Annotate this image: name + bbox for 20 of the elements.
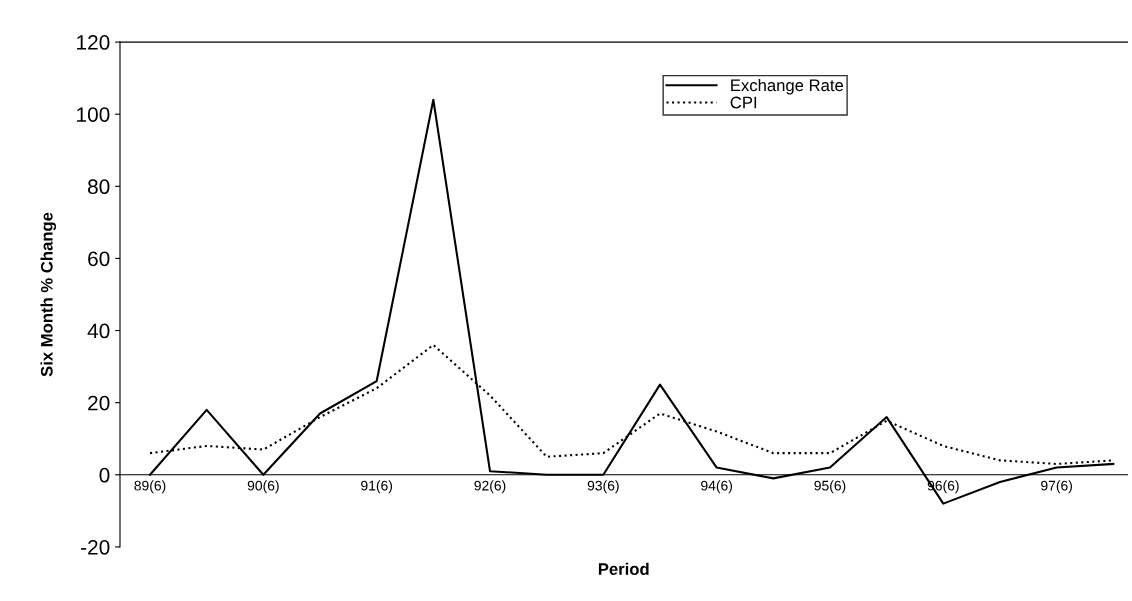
x-tick-label: 94(6)	[701, 480, 733, 494]
y-tick-label: 20	[88, 395, 110, 411]
y-tick-label: -20	[81, 539, 110, 555]
x-tick-label: 95(6)	[814, 480, 846, 494]
x-tick-label: 97(6)	[1041, 480, 1072, 494]
y-tick-label: 40	[87, 323, 110, 339]
x-tick-label: 93(6)	[587, 480, 619, 494]
x-tick-label: 90(6)	[247, 480, 279, 494]
y-tick-label: 60	[88, 251, 110, 267]
y-axis-title: Six Month % Change	[40, 212, 57, 377]
x-tick-label: 92(6)	[474, 480, 506, 494]
y-tick-label: 0	[99, 467, 110, 483]
y-tick-label: 120	[77, 35, 110, 50]
x-axis-title: Period	[598, 562, 649, 575]
legend-label: CPI	[730, 96, 757, 109]
legend-label: Exchange Rate	[731, 78, 844, 95]
x-tick-label: 89(6)	[134, 480, 166, 494]
y-tick-label: 80	[88, 179, 110, 195]
x-tick-label: 91(6)	[361, 480, 393, 494]
y-tick-label: 100	[77, 107, 110, 122]
